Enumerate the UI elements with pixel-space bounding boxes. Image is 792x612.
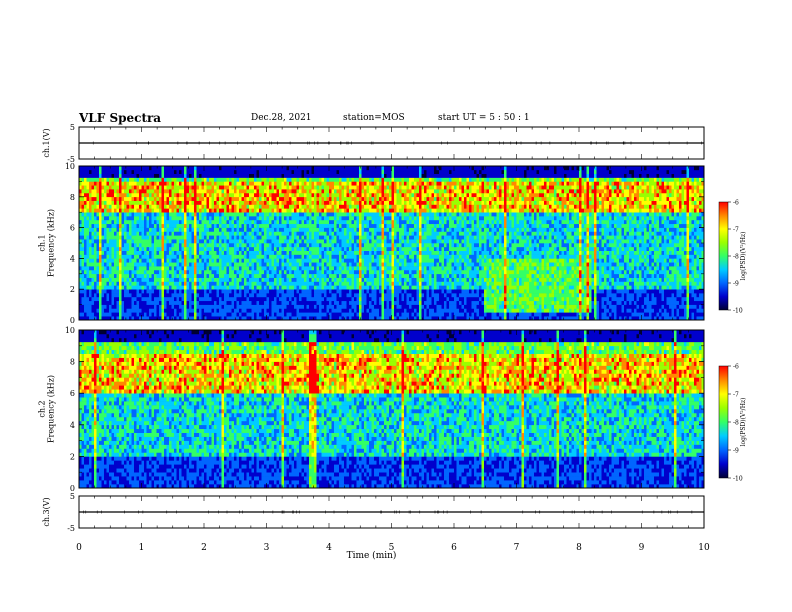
colorbar-tick-label: -9 xyxy=(733,448,739,455)
panel-ch3-voltage: 5 -5 ch.3(V) xyxy=(42,492,705,533)
panel-ch1-spectrogram: -6 -7 -8 -9 -10 log(PSD)(V²/Hz) 0 2 4 6 8 10 ch.1 Fre… xyxy=(38,162,748,325)
y-tick-label: 8 xyxy=(70,358,75,367)
signal-spikes xyxy=(83,510,693,514)
colorbar-tick-label: -8 xyxy=(733,254,739,261)
x-tick-label: 6 xyxy=(451,543,457,553)
colorbar xyxy=(718,365,729,479)
panel-ch1-voltage: 5 -5 ch.1(V) xyxy=(42,123,705,164)
x-tick-label: 1 xyxy=(139,543,145,553)
colorbar-label: log(PSD)(V²/Hz) xyxy=(740,398,747,447)
y-tick-label: 8 xyxy=(70,193,75,202)
y-axis-label: ch.3(V) xyxy=(42,497,51,526)
panel-ch2-spectrogram: -6 -7 -8 -9 -10 log(PSD)(V²/Hz) 0 2 4 6 8 10 ch.2 Fre… xyxy=(38,326,748,493)
y-axis-label: ch.1 xyxy=(38,234,47,251)
colorbar-label: log(PSD)(V²/Hz) xyxy=(740,232,747,281)
y-tick-label: 10 xyxy=(65,162,75,171)
colorbar-tick-label: -9 xyxy=(733,281,739,288)
x-tick-label: 8 xyxy=(576,543,582,553)
start-ut-label: start UT = 5 : 50 : 1 xyxy=(438,113,530,123)
y-tick-label: -5 xyxy=(67,155,75,164)
y-axis-label: ch.1(V) xyxy=(42,128,51,157)
colorbar-tick-label: -6 xyxy=(733,364,739,371)
chart-title: VLF Spectra xyxy=(79,111,161,125)
signal-spikes xyxy=(92,141,702,145)
x-tick-label: 4 xyxy=(326,543,332,553)
x-tick-label: 7 xyxy=(514,543,520,553)
y-tick-label: 0 xyxy=(70,316,75,325)
colorbar-tick-label: -8 xyxy=(733,420,739,427)
date-label: Dec.28, 2021 xyxy=(251,113,312,123)
x-tick-label: 2 xyxy=(201,543,207,553)
y-tick-label: 2 xyxy=(70,285,75,294)
x-tick-label: 9 xyxy=(639,543,645,553)
colorbar-tick-label: -10 xyxy=(733,308,743,315)
y-tick-label: 4 xyxy=(70,421,75,430)
y-tick-label: 5 xyxy=(70,123,75,132)
y-tick-label: 2 xyxy=(70,452,75,461)
colorbar-tick-label: -7 xyxy=(733,227,739,234)
colorbar-tick-label: -7 xyxy=(733,392,739,399)
colorbar xyxy=(718,201,729,311)
colorbar-tick-label: -10 xyxy=(733,476,743,483)
x-tick-label: 5 xyxy=(389,543,395,553)
y-tick-label: 4 xyxy=(70,254,75,263)
colorbar-tick-label: -6 xyxy=(733,200,739,207)
y-tick-label: 6 xyxy=(70,389,75,398)
y-tick-label: 0 xyxy=(70,484,75,493)
x-tick-label: 10 xyxy=(698,543,710,553)
y-tick-label: 5 xyxy=(70,492,75,501)
spectrogram-cells xyxy=(79,330,705,489)
x-tick-label: 3 xyxy=(264,543,270,553)
x-axis-label: Time (min) xyxy=(347,550,397,561)
y-axis-label: Frequency (kHz) xyxy=(47,375,56,443)
station-label: station=MOS xyxy=(343,113,405,123)
y-tick-label: -5 xyxy=(67,524,75,533)
y-axis-label: Frequency (kHz) xyxy=(47,209,56,277)
y-tick-label: 6 xyxy=(70,224,75,233)
x-tick-label: 0 xyxy=(76,543,82,553)
y-tick-label: 10 xyxy=(65,326,75,335)
y-axis-label: ch.2 xyxy=(38,400,47,417)
spectrogram-cells xyxy=(79,166,705,321)
